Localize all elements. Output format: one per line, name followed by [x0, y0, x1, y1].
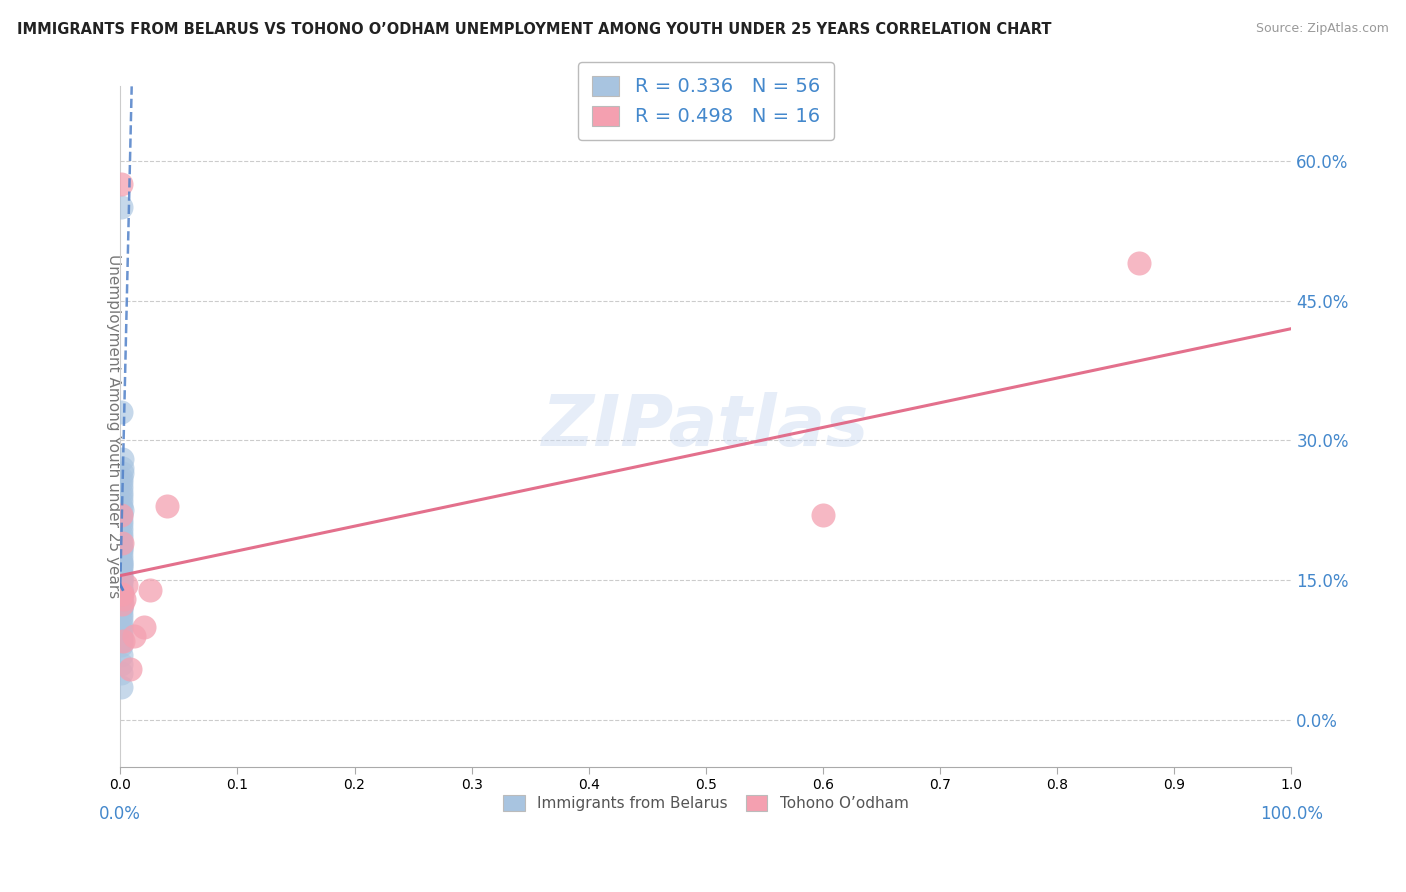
Point [110, 549, 132, 564]
Point [110, 475, 132, 490]
Point [110, 517, 132, 532]
Point [110, 578, 132, 592]
Point [110, 591, 132, 606]
Point [124, 629, 146, 643]
Point [110, 201, 132, 215]
Point [111, 587, 134, 601]
Point [110, 601, 132, 615]
Point [110, 559, 132, 574]
Point [111, 466, 134, 480]
Point [111, 461, 134, 475]
Legend: Immigrants from Belarus, Tohono O’odham: Immigrants from Belarus, Tohono O’odham [494, 786, 918, 820]
Point [811, 508, 834, 522]
Point [110, 597, 132, 611]
Point [110, 480, 132, 494]
Point [110, 531, 132, 545]
Point [110, 541, 132, 555]
Point [110, 633, 132, 648]
Point [110, 541, 132, 555]
Point [110, 573, 132, 587]
Point [132, 620, 155, 634]
Point [111, 452, 134, 467]
Point [110, 508, 132, 522]
Point [110, 573, 132, 587]
Point [1128, 256, 1150, 270]
Point [110, 681, 132, 695]
Point [110, 615, 132, 629]
Point [110, 545, 132, 559]
Point [110, 489, 132, 503]
Point [115, 578, 138, 592]
Point [110, 568, 132, 582]
Point [110, 494, 132, 508]
Point [110, 582, 132, 597]
Point [110, 508, 132, 522]
Point [110, 582, 132, 597]
Point [118, 662, 141, 676]
Point [110, 405, 132, 419]
Point [110, 624, 132, 639]
Text: IMMIGRANTS FROM BELARUS VS TOHONO O’ODHAM UNEMPLOYMENT AMONG YOUTH UNDER 25 YEAR: IMMIGRANTS FROM BELARUS VS TOHONO O’ODHA… [17, 22, 1052, 37]
Point [110, 555, 132, 569]
Point [110, 582, 132, 597]
Point [156, 499, 179, 513]
Y-axis label: Unemployment Among Youth under 25 years: Unemployment Among Youth under 25 years [107, 254, 121, 599]
Point [111, 536, 134, 550]
Point [110, 564, 132, 578]
Point [110, 555, 132, 569]
Point [110, 610, 132, 624]
Point [111, 633, 134, 648]
Point [110, 601, 132, 615]
Point [110, 573, 132, 587]
Point [110, 178, 132, 192]
Point [110, 499, 132, 513]
Point [110, 513, 132, 527]
Point [110, 639, 132, 653]
Point [110, 484, 132, 499]
Text: 100.0%: 100.0% [1260, 805, 1323, 823]
Point [112, 591, 135, 606]
Point [111, 597, 134, 611]
Point [110, 471, 132, 485]
Point [110, 666, 132, 681]
Point [110, 648, 132, 662]
Text: ZIPatlas: ZIPatlas [543, 392, 869, 461]
Point [110, 606, 132, 620]
Point [111, 503, 134, 517]
Text: Source: ZipAtlas.com: Source: ZipAtlas.com [1256, 22, 1389, 36]
Point [110, 526, 132, 541]
Point [110, 587, 132, 601]
Point [110, 657, 132, 671]
Text: 0.0%: 0.0% [100, 805, 141, 823]
Point [110, 591, 132, 606]
Point [110, 568, 132, 582]
Point [110, 629, 132, 643]
Point [110, 522, 132, 536]
Point [138, 582, 160, 597]
Point [110, 559, 132, 574]
Point [110, 587, 132, 601]
Point [110, 620, 132, 634]
Point [110, 536, 132, 550]
